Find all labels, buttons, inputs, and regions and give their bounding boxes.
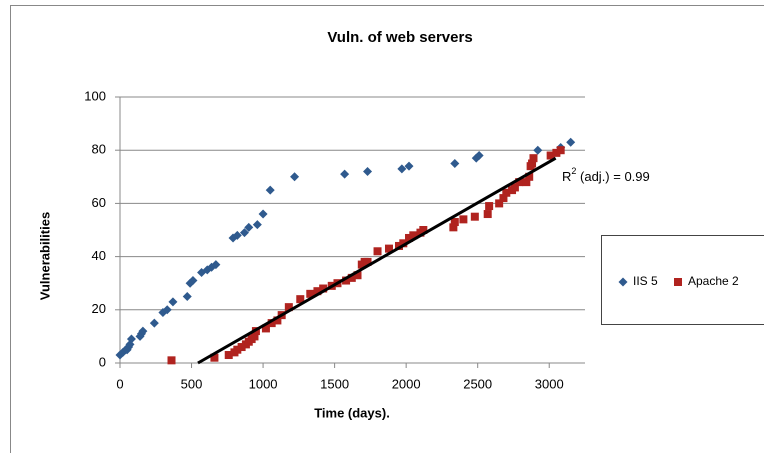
legend-marker [674, 278, 682, 286]
point [232, 230, 242, 240]
point [267, 319, 276, 328]
legend-marker [618, 277, 628, 287]
x-tick-label: 500 [181, 376, 203, 391]
point [470, 212, 479, 221]
legend-label: IIS 5 [633, 274, 658, 288]
point [566, 137, 576, 147]
x-tick-label: 1000 [249, 376, 278, 391]
point [319, 284, 328, 293]
point [384, 244, 393, 253]
legend-box [601, 235, 764, 325]
point [149, 318, 159, 328]
point [353, 271, 362, 280]
point [284, 303, 293, 312]
point [546, 151, 555, 160]
chart-title: Vuln. of web servers [327, 29, 472, 46]
point [529, 154, 538, 163]
point [313, 287, 322, 296]
x-axis-label: Time (days). [314, 405, 390, 420]
point [239, 228, 249, 238]
point [485, 202, 494, 211]
point [250, 332, 259, 341]
point [188, 276, 198, 286]
point [528, 159, 537, 168]
x-tick-label: 3000 [535, 376, 564, 391]
point [405, 233, 414, 242]
point [273, 316, 282, 325]
point [162, 305, 172, 315]
point [237, 343, 246, 352]
point [522, 178, 531, 187]
point [449, 223, 458, 232]
y-tick-label: 80 [92, 142, 106, 157]
y-tick-label: 40 [92, 248, 106, 263]
chart-border [10, 5, 764, 453]
point [499, 194, 508, 203]
point [515, 178, 524, 187]
point [306, 289, 315, 298]
point [409, 231, 418, 240]
annotation: R2 (adj.) = 0.99 [562, 166, 650, 184]
point [167, 356, 176, 365]
point [397, 164, 407, 174]
point [182, 292, 192, 301]
point [395, 241, 403, 250]
point [419, 226, 428, 234]
point [210, 353, 219, 362]
point [126, 334, 136, 344]
point [399, 239, 408, 248]
annotation-text: R [562, 169, 571, 184]
point [525, 172, 534, 181]
point [450, 159, 460, 168]
point [168, 297, 178, 307]
point [533, 145, 543, 155]
point [342, 276, 351, 285]
x-tick-label: 1500 [320, 376, 349, 391]
point [211, 260, 221, 270]
point [261, 324, 270, 333]
point [363, 166, 373, 176]
point [552, 148, 561, 157]
point [258, 209, 268, 219]
point [347, 273, 356, 282]
y-tick-label: 20 [92, 301, 106, 316]
point [459, 215, 468, 224]
point [290, 172, 300, 182]
point [296, 295, 305, 304]
point [138, 326, 148, 336]
point [495, 199, 504, 208]
y-tick-label: 60 [92, 195, 106, 210]
point [502, 188, 511, 197]
x-tick-label: 2000 [392, 376, 421, 391]
x-tick-label: 2500 [463, 376, 492, 391]
point [244, 222, 254, 232]
y-axis-label: Vulnerabilities [37, 212, 52, 300]
point [265, 185, 275, 195]
point [474, 151, 484, 161]
legend-label: Apache 2 [688, 274, 739, 288]
point [224, 351, 233, 360]
x-tick-label: 0 [116, 376, 123, 391]
y-tick-label: 100 [84, 88, 106, 103]
point [252, 220, 262, 230]
point [340, 169, 350, 179]
annotation-text: (adj.) = 0.99 [576, 169, 649, 184]
trendline [197, 156, 557, 365]
point [510, 183, 519, 192]
point [233, 345, 242, 354]
y-tick-label: 0 [99, 354, 106, 369]
point [556, 146, 565, 155]
point [404, 161, 414, 171]
point [483, 210, 492, 219]
point [450, 218, 459, 227]
point [363, 257, 372, 266]
annotation-superscript: 2 [571, 166, 576, 176]
point [373, 247, 382, 256]
